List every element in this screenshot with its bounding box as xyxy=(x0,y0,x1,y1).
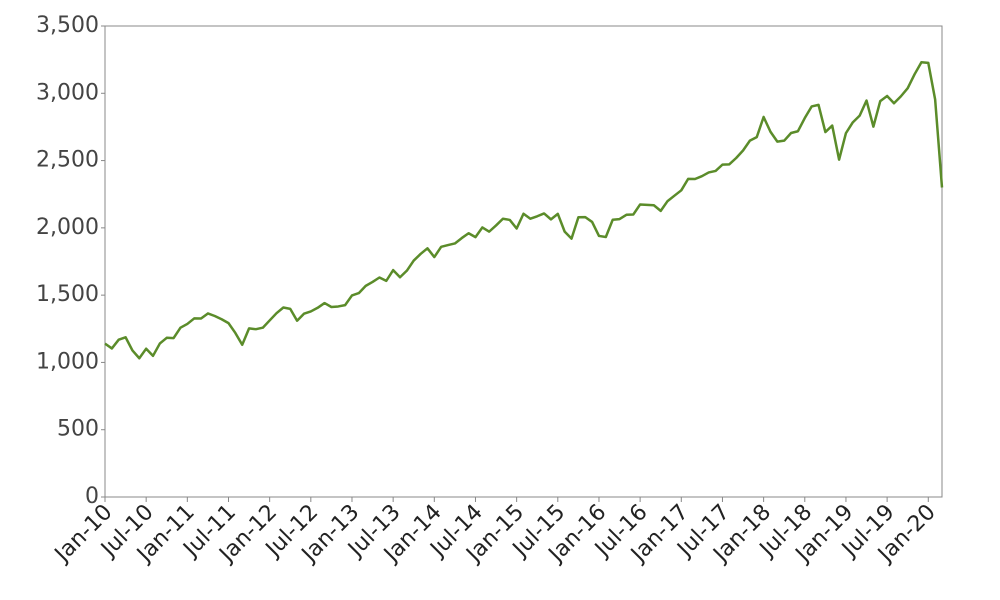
series-line xyxy=(104,60,944,360)
y-tick-label: 0 xyxy=(85,484,99,509)
plot-frame xyxy=(104,25,943,498)
y-tick-label: 1,000 xyxy=(36,349,99,374)
y-tick-label: 3,000 xyxy=(36,80,99,105)
y-tick-label: 500 xyxy=(57,417,99,442)
y-tick-label: 2,000 xyxy=(36,215,99,240)
y-tick-label: 3,500 xyxy=(36,13,99,38)
y-tick-label: 1,500 xyxy=(36,282,99,307)
y-tick-label: 2,500 xyxy=(36,148,99,173)
